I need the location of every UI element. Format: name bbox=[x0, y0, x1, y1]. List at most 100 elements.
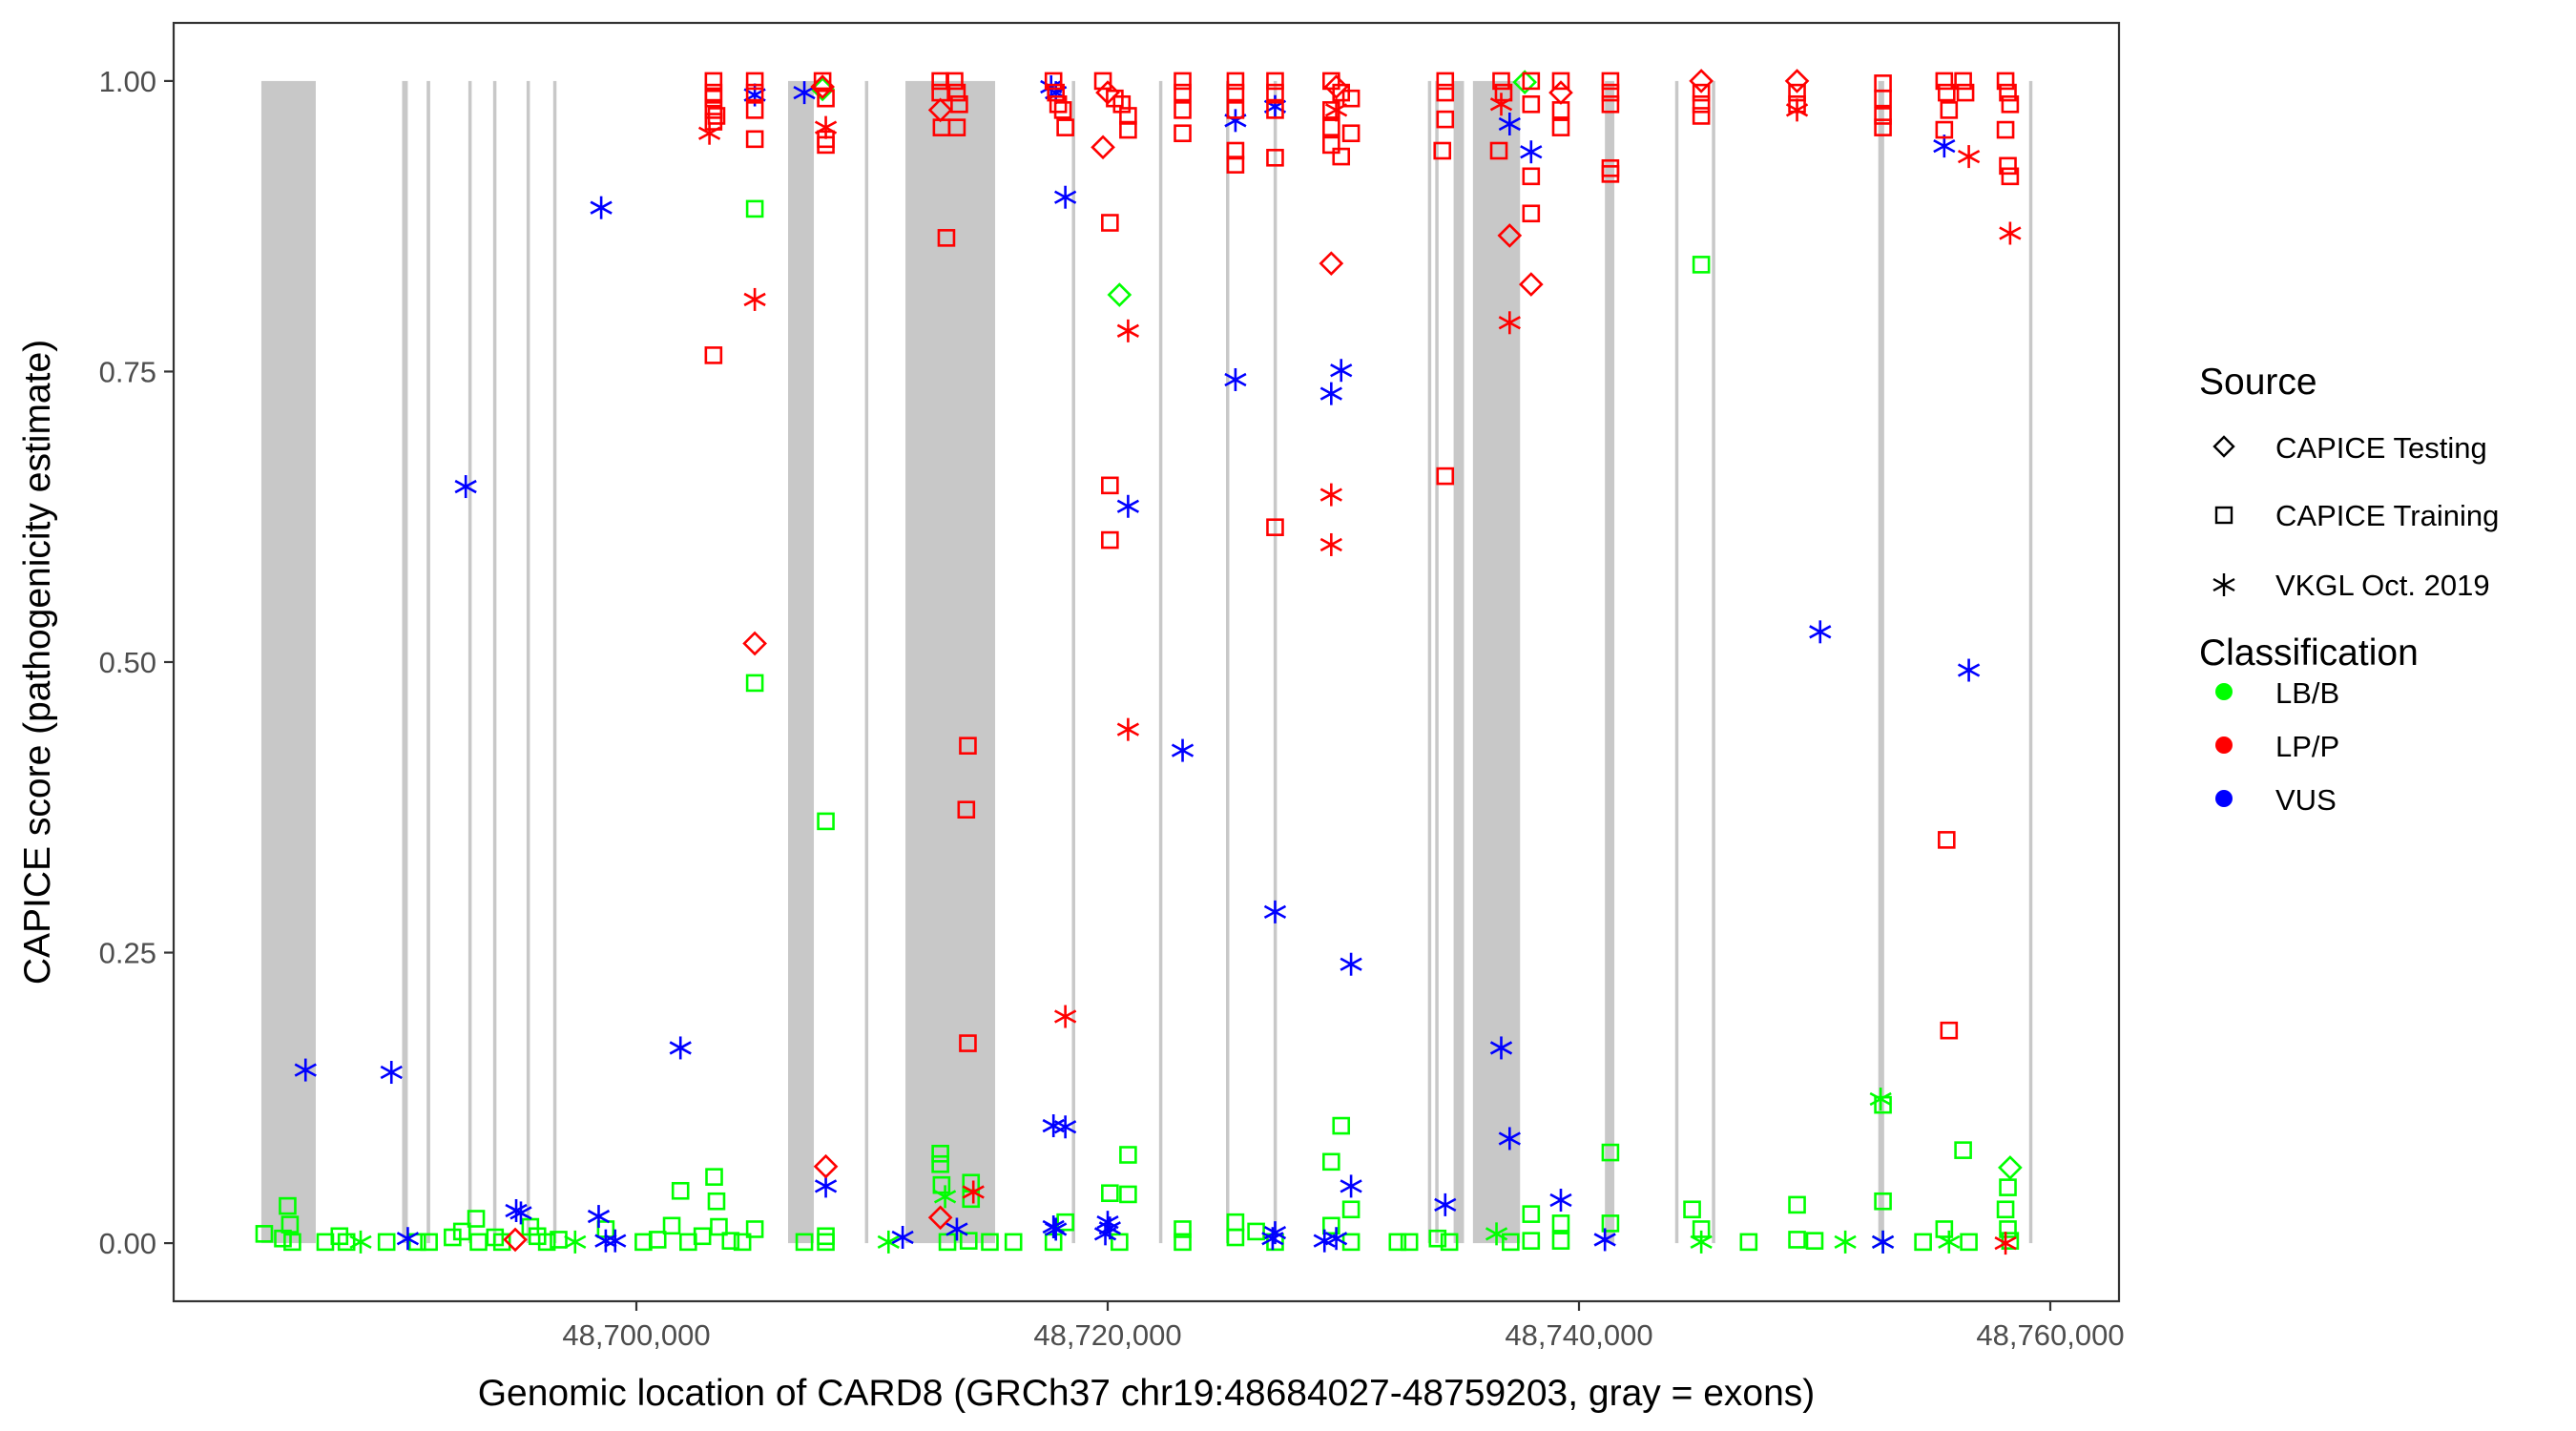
point-lpp-square bbox=[745, 130, 764, 149]
point-lbb-square bbox=[444, 1228, 462, 1247]
point-lpp-diamond bbox=[810, 74, 835, 99]
point-lpp-diamond bbox=[927, 1205, 953, 1231]
point-lpp-diamond bbox=[1689, 69, 1714, 93]
point-lpp-square bbox=[1226, 156, 1245, 174]
x-tick-label: 48,740,000 bbox=[1505, 1318, 1652, 1352]
y-tick-label: 1.00 bbox=[99, 65, 156, 98]
point-vus-asterisk bbox=[1324, 1227, 1348, 1251]
point-lbb-square bbox=[1692, 256, 1711, 274]
point-lbb-square bbox=[283, 1233, 301, 1252]
point-lpp-square bbox=[1551, 72, 1570, 91]
point-lpp-square bbox=[704, 113, 723, 131]
point-lpp-square bbox=[957, 800, 976, 819]
point-lbb-square bbox=[1788, 1231, 1806, 1249]
point-vus-asterisk bbox=[1549, 1189, 1572, 1213]
point-lbb-square bbox=[337, 1233, 356, 1252]
legend-item-capice-training: CAPICE Training bbox=[2214, 499, 2499, 532]
point-lbb-square bbox=[1428, 1229, 1447, 1248]
point-lbb-square bbox=[1954, 1141, 1972, 1159]
point-lpp-square bbox=[745, 83, 764, 102]
point-lbb-asterisk bbox=[933, 1185, 957, 1209]
point-lpp-square bbox=[1101, 530, 1119, 550]
point-lbb-square bbox=[1935, 1220, 1954, 1238]
x-tick-label: 48,760,000 bbox=[1976, 1318, 2124, 1352]
point-lpp-square bbox=[1956, 83, 1975, 102]
point-vus-asterisk bbox=[1809, 620, 1832, 644]
dot-icon bbox=[2215, 790, 2233, 807]
point-lbb-square bbox=[1601, 1143, 1620, 1162]
exon-band-23 bbox=[2028, 80, 2033, 1244]
point-lpp-square bbox=[1119, 120, 1137, 139]
exon-band-4 bbox=[467, 80, 472, 1244]
legend-item-lpp: LP/P bbox=[2215, 730, 2339, 763]
point-lbb-square bbox=[377, 1233, 396, 1252]
exon-band-11 bbox=[1071, 80, 1075, 1244]
point-lbb-diamond bbox=[1998, 1155, 2023, 1180]
point-lpp-square bbox=[959, 736, 977, 756]
point-lpp-square bbox=[1492, 72, 1510, 91]
point-vus-asterisk bbox=[294, 1058, 317, 1082]
point-lpp-square bbox=[1174, 124, 1192, 143]
exon-band-3 bbox=[426, 80, 430, 1244]
point-lbb-square bbox=[745, 1220, 764, 1238]
point-lbb-square bbox=[1174, 1220, 1192, 1238]
y-tick-label: 0.75 bbox=[99, 355, 156, 388]
exon-band-17 bbox=[1453, 80, 1465, 1244]
y-axis-title: CAPICE score (pathogenicity estimate) bbox=[17, 340, 58, 985]
point-lpp-square bbox=[1522, 72, 1541, 91]
point-lpp-square bbox=[1226, 72, 1245, 91]
point-lpp-diamond bbox=[1784, 69, 1810, 93]
legend-label: CAPICE Training bbox=[2275, 499, 2499, 532]
point-lbb-square bbox=[1601, 1214, 1620, 1233]
y-tick-label: 0.25 bbox=[99, 937, 156, 970]
point-lpp-square bbox=[1692, 83, 1711, 102]
exon-band-6 bbox=[526, 80, 530, 1244]
point-lbb-square bbox=[550, 1231, 568, 1249]
legend-source-title: Source bbox=[2199, 362, 2317, 403]
point-lbb-square bbox=[255, 1225, 274, 1243]
point-lpp-square bbox=[947, 118, 966, 136]
legend-item-lbb: LB/B bbox=[2215, 676, 2339, 710]
point-lpp-square bbox=[745, 101, 764, 119]
point-lpp-square bbox=[1119, 107, 1137, 125]
point-lbb-square bbox=[1874, 1095, 1892, 1114]
point-vus-asterisk bbox=[1224, 367, 1247, 391]
point-lbb-square bbox=[1914, 1233, 1932, 1252]
point-lbb-square bbox=[710, 1217, 728, 1236]
point-lpp-diamond bbox=[1319, 251, 1344, 277]
point-lbb-square bbox=[452, 1222, 471, 1241]
point-vus-asterisk bbox=[380, 1061, 403, 1085]
point-lbb-square bbox=[420, 1233, 438, 1252]
point-lpp-asterisk bbox=[1498, 311, 1521, 335]
point-lbb-square bbox=[1226, 1228, 1245, 1247]
point-lbb-square bbox=[467, 1210, 486, 1228]
point-lpp-square bbox=[1996, 120, 2015, 139]
point-lbb-square bbox=[1388, 1233, 1407, 1252]
point-lbb-square bbox=[1805, 1232, 1824, 1250]
point-lbb-square bbox=[1551, 1214, 1570, 1233]
point-vus-asterisk bbox=[1171, 738, 1195, 762]
point-lpp-asterisk bbox=[1785, 98, 1809, 122]
point-vus-asterisk bbox=[587, 1205, 611, 1229]
point-lpp-square bbox=[704, 101, 723, 119]
legend-label: VUS bbox=[2275, 783, 2337, 817]
point-lpp-square bbox=[1601, 83, 1620, 102]
point-lbb-square bbox=[1174, 1233, 1192, 1252]
point-lpp-square bbox=[1436, 110, 1455, 129]
legend-classification-title: Classification bbox=[2199, 633, 2419, 674]
exon-band-5 bbox=[492, 80, 497, 1244]
point-lpp-square bbox=[1692, 94, 1711, 114]
point-lpp-diamond bbox=[813, 1153, 839, 1179]
square-icon bbox=[2214, 506, 2233, 525]
point-lpp-diamond bbox=[742, 631, 767, 656]
point-lpp-square bbox=[1436, 72, 1455, 91]
point-lpp-square bbox=[1874, 118, 1892, 136]
point-lbb-diamond bbox=[1512, 70, 1538, 94]
point-lpp-asterisk bbox=[1319, 532, 1342, 556]
point-lpp-square bbox=[1996, 72, 2015, 91]
point-lpp-square bbox=[1322, 72, 1340, 91]
exon-band-15 bbox=[1427, 80, 1432, 1244]
point-lpp-square bbox=[1332, 83, 1351, 102]
point-lpp-square bbox=[1266, 72, 1284, 91]
